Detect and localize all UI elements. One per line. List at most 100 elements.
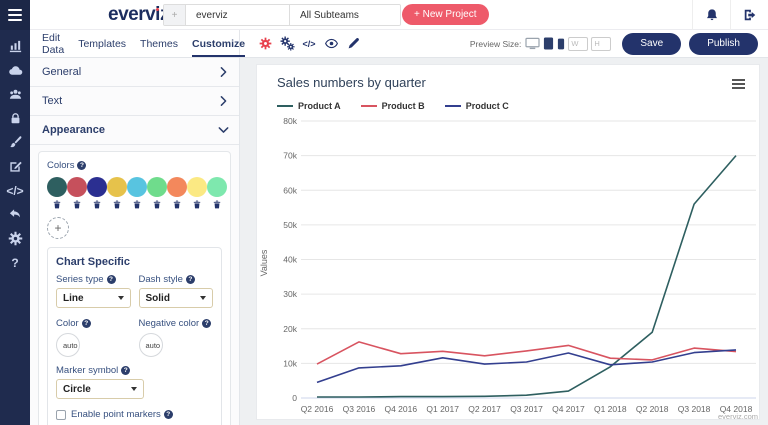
help-badge-icon[interactable]: ? <box>77 161 87 170</box>
dash-style-select[interactable]: Solid <box>138 288 213 308</box>
enable-point-markers-checkbox[interactable] <box>56 409 66 420</box>
legend-item[interactable]: Product B <box>360 101 425 111</box>
help-badge-icon[interactable]: ? <box>81 319 91 328</box>
chevron-right-icon <box>220 67 227 77</box>
sign-out-icon[interactable] <box>730 0 768 30</box>
customize-panel: General Text Appearance Colors? + Chart … <box>30 58 240 425</box>
help-badge-icon[interactable]: ? <box>163 410 173 419</box>
color-swatch[interactable] <box>87 177 107 209</box>
chart-toolbar: </> Preview Size: Save Publish <box>240 30 768 57</box>
save-button[interactable]: Save <box>622 32 682 55</box>
chart-svg: 0 10k 20k 30k 40k 50k 60k 70k 80k Q2 2016 Q3 2016 Q… <box>257 65 761 421</box>
brush-icon[interactable] <box>8 135 23 150</box>
preview-desktop-icon[interactable] <box>525 37 540 50</box>
publish-button[interactable]: Publish <box>689 32 758 55</box>
undo-icon[interactable] <box>8 207 23 222</box>
color-label: Color? <box>56 318 131 329</box>
gridlines: 0 10k 20k 30k 40k 50k 60k 70k 80k <box>283 116 756 403</box>
color-swatch[interactable] <box>67 177 87 209</box>
section-general[interactable]: General <box>30 58 239 87</box>
help-icon[interactable]: ? <box>11 255 19 270</box>
section-text[interactable]: Text <box>30 87 239 116</box>
chart-preview-area: 0 10k 20k 30k 40k 50k 60k 70k 80k Q2 2016 Q3 2016 Q… <box>240 58 768 425</box>
team-icon[interactable] <box>8 87 23 102</box>
trash-icon[interactable] <box>193 200 201 209</box>
gear-icon[interactable] <box>8 231 23 246</box>
preview-phone-icon[interactable] <box>557 38 565 50</box>
team-select[interactable]: everviz <box>186 5 290 25</box>
add-color-button[interactable]: + <box>47 217 69 239</box>
cloud-icon[interactable] <box>8 63 23 78</box>
marker-symbol-select[interactable]: Circle <box>56 379 144 399</box>
series-type-label: Series type? <box>56 274 131 285</box>
hamburger-menu-button[interactable] <box>0 0 30 30</box>
svg-text:Q3 2017: Q3 2017 <box>510 404 543 414</box>
preview-eye-icon[interactable] <box>320 33 342 55</box>
preview-height-input[interactable] <box>591 36 612 51</box>
trash-icon[interactable] <box>133 200 141 209</box>
color-auto-button[interactable]: auto <box>56 333 80 357</box>
tab-templates[interactable]: Templates <box>78 37 127 50</box>
notifications-bell-icon[interactable] <box>692 0 730 30</box>
svg-text:Q2 2018: Q2 2018 <box>636 404 669 414</box>
series-type-select[interactable]: Line <box>56 288 131 308</box>
color-swatch[interactable] <box>107 177 127 209</box>
trash-icon[interactable] <box>113 200 121 209</box>
color-swatch[interactable] <box>147 177 167 209</box>
help-badge-icon[interactable]: ? <box>121 366 131 375</box>
trash-icon[interactable] <box>93 200 101 209</box>
section-appearance[interactable]: Appearance <box>30 116 239 145</box>
help-badge-icon[interactable]: ? <box>202 319 212 328</box>
marker-symbol-label: Marker symbol? <box>56 365 213 376</box>
custom-code-icon[interactable]: </> <box>302 38 316 49</box>
color-swatch[interactable] <box>207 177 227 209</box>
new-project-button[interactable]: + New Project <box>402 4 489 25</box>
tab-themes[interactable]: Themes <box>140 37 178 50</box>
editor-tabbar: Edit Data Templates Themes Customize </>… <box>30 30 768 58</box>
enable-point-markers-row[interactable]: Enable point markers? <box>56 409 213 420</box>
edit-icon[interactable] <box>8 159 23 174</box>
trash-icon[interactable] <box>173 200 181 209</box>
charts-icon[interactable] <box>8 39 23 54</box>
trash-icon[interactable] <box>53 200 61 209</box>
x-axis-labels: Q2 2016 Q3 2016 Q4 2016 Q1 2017 Q2 2017 Q3 20… <box>301 404 753 414</box>
negative-color-auto-button[interactable]: auto <box>138 333 163 357</box>
tab-edit-data[interactable]: Edit Data <box>42 31 65 56</box>
trash-icon[interactable] <box>213 200 221 209</box>
svg-text:Q4 2018: Q4 2018 <box>720 404 753 414</box>
lock-icon[interactable] <box>8 111 23 126</box>
trash-icon[interactable] <box>73 200 81 209</box>
svg-text:20k: 20k <box>283 324 297 334</box>
svg-text:Q2 2016: Q2 2016 <box>301 404 334 414</box>
color-swatch[interactable] <box>47 177 67 209</box>
preview-tablet-icon[interactable] <box>543 37 554 50</box>
subteams-select[interactable]: All Subteams <box>290 5 400 25</box>
preview-size-label: Preview Size: <box>469 38 522 49</box>
help-badge-icon[interactable]: ? <box>185 275 195 284</box>
chart-context-menu-icon[interactable] <box>732 79 745 89</box>
negative-color-label: Negative color? <box>139 318 214 329</box>
svg-text:60k: 60k <box>283 185 297 195</box>
help-badge-icon[interactable]: ? <box>106 275 116 284</box>
left-nav-rail: </> ? <box>0 0 30 425</box>
color-swatch[interactable] <box>187 177 207 209</box>
settings-gear-icon[interactable] <box>254 33 276 55</box>
add-team-button[interactable]: + <box>164 5 186 25</box>
trash-icon[interactable] <box>153 200 161 209</box>
caret-down-icon <box>117 296 124 300</box>
color-swatch[interactable] <box>167 177 187 209</box>
dash-style-label: Dash style? <box>139 274 214 285</box>
colors-label: Colors? <box>47 160 222 171</box>
code-icon[interactable]: </> <box>6 183 24 198</box>
tab-customize[interactable]: Customize <box>191 30 246 57</box>
preview-width-input[interactable] <box>568 36 589 51</box>
color-swatch[interactable] <box>127 177 147 209</box>
caret-down-icon <box>200 296 206 300</box>
annotate-pen-icon[interactable] <box>342 33 364 55</box>
legend-item[interactable]: Product A <box>277 101 341 111</box>
advanced-gears-icon[interactable] <box>276 33 298 55</box>
everviz-logo[interactable]: everviz <box>108 4 169 25</box>
legend-item[interactable]: Product C <box>444 101 509 111</box>
svg-text:Q3 2016: Q3 2016 <box>343 404 376 414</box>
